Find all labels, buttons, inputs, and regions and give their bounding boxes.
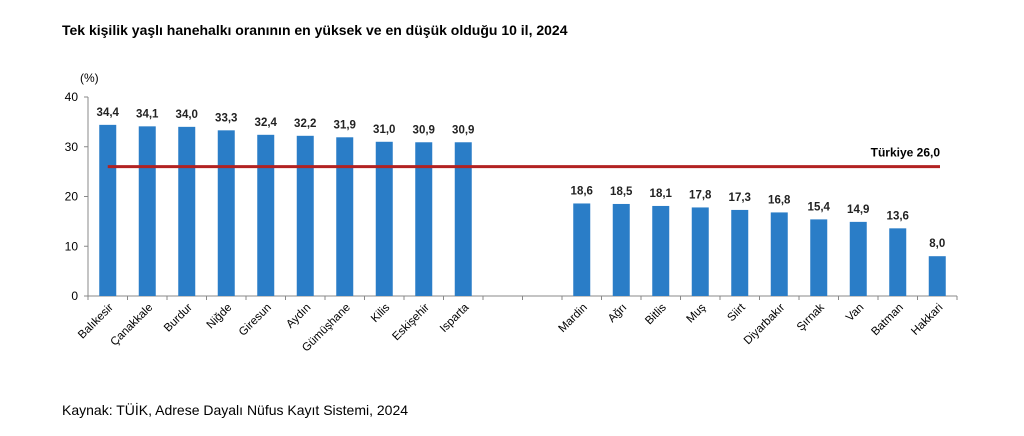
bar bbox=[296, 135, 314, 296]
x-tick-label: Giresun bbox=[237, 302, 274, 339]
data-label: 17,3 bbox=[729, 192, 751, 204]
bar bbox=[178, 126, 196, 296]
x-tick-label: Mardin bbox=[557, 302, 590, 335]
data-label: 15,4 bbox=[808, 201, 831, 213]
data-label: 17,8 bbox=[689, 189, 712, 201]
bar bbox=[138, 126, 156, 296]
bar bbox=[691, 207, 709, 296]
x-tick-label: Diyarbakır bbox=[742, 302, 788, 348]
x-tick-label: Aydın bbox=[284, 302, 313, 331]
x-tick-label: Burdur bbox=[162, 302, 195, 335]
bar bbox=[731, 209, 749, 296]
x-tick-label: Isparta bbox=[438, 301, 472, 335]
y-tick-label: 40 bbox=[65, 90, 79, 104]
bar bbox=[454, 142, 472, 296]
data-label: 16,8 bbox=[768, 194, 791, 206]
y-tick-label: 30 bbox=[65, 140, 79, 154]
source-note: Kaynak: TÜİK, Adrese Dayalı Nüfus Kayıt … bbox=[62, 402, 409, 418]
data-label: 32,2 bbox=[294, 118, 316, 130]
data-label: 8,0 bbox=[929, 238, 945, 250]
data-label: 31,9 bbox=[334, 119, 356, 131]
y-tick-label: 10 bbox=[65, 239, 79, 253]
bar bbox=[849, 221, 867, 296]
chart-title: Tek kişilik yaşlı hanehalkı oranının en … bbox=[62, 22, 568, 38]
x-tick-label: Eskişehir bbox=[390, 302, 432, 344]
bar bbox=[257, 134, 275, 296]
bar bbox=[217, 130, 235, 296]
x-tick-label: Siirt bbox=[725, 301, 748, 324]
data-label: 34,0 bbox=[176, 109, 198, 121]
x-tick-label: Niğde bbox=[205, 302, 235, 332]
bar bbox=[336, 137, 354, 296]
data-label: 34,1 bbox=[136, 108, 159, 120]
bar bbox=[99, 124, 117, 296]
x-tick-label: Çanakkale bbox=[108, 302, 155, 349]
data-label: 33,3 bbox=[215, 112, 237, 124]
bar bbox=[573, 203, 591, 296]
bar bbox=[889, 228, 907, 296]
bar bbox=[612, 203, 630, 296]
x-tick-label: Van bbox=[844, 302, 866, 324]
x-tick-label: Kilis bbox=[369, 301, 393, 325]
bar bbox=[770, 212, 788, 296]
x-tick-label: Batman bbox=[869, 302, 906, 339]
data-label: 14,9 bbox=[847, 204, 869, 216]
data-label: 18,1 bbox=[650, 188, 673, 200]
data-label: 34,4 bbox=[97, 107, 120, 119]
x-tick-label: Şırnak bbox=[795, 301, 827, 333]
bar bbox=[928, 256, 946, 296]
bar bbox=[652, 205, 670, 296]
data-label: 18,5 bbox=[610, 186, 633, 198]
bar bbox=[415, 142, 433, 296]
reference-line-label: Türkiye 26,0 bbox=[871, 146, 941, 160]
data-label: 30,9 bbox=[413, 124, 435, 136]
x-tick-label: Balıkesir bbox=[76, 302, 116, 342]
y-tick-label: 20 bbox=[65, 190, 79, 204]
data-label: 18,6 bbox=[571, 185, 593, 197]
data-label: 31,0 bbox=[373, 124, 395, 136]
data-label: 32,4 bbox=[255, 117, 278, 129]
x-tick-label: Ağrı bbox=[606, 302, 629, 325]
y-axis-label: (%) bbox=[80, 71, 99, 85]
y-tick-label: 0 bbox=[71, 289, 78, 303]
x-tick-label: Muş bbox=[685, 301, 709, 325]
x-tick-label: Bitlis bbox=[643, 301, 669, 327]
data-label: 30,9 bbox=[452, 124, 474, 136]
data-label: 13,6 bbox=[887, 210, 909, 222]
x-tick-label: Hakkari bbox=[909, 302, 945, 338]
bar bbox=[810, 219, 828, 296]
bar bbox=[375, 141, 393, 296]
